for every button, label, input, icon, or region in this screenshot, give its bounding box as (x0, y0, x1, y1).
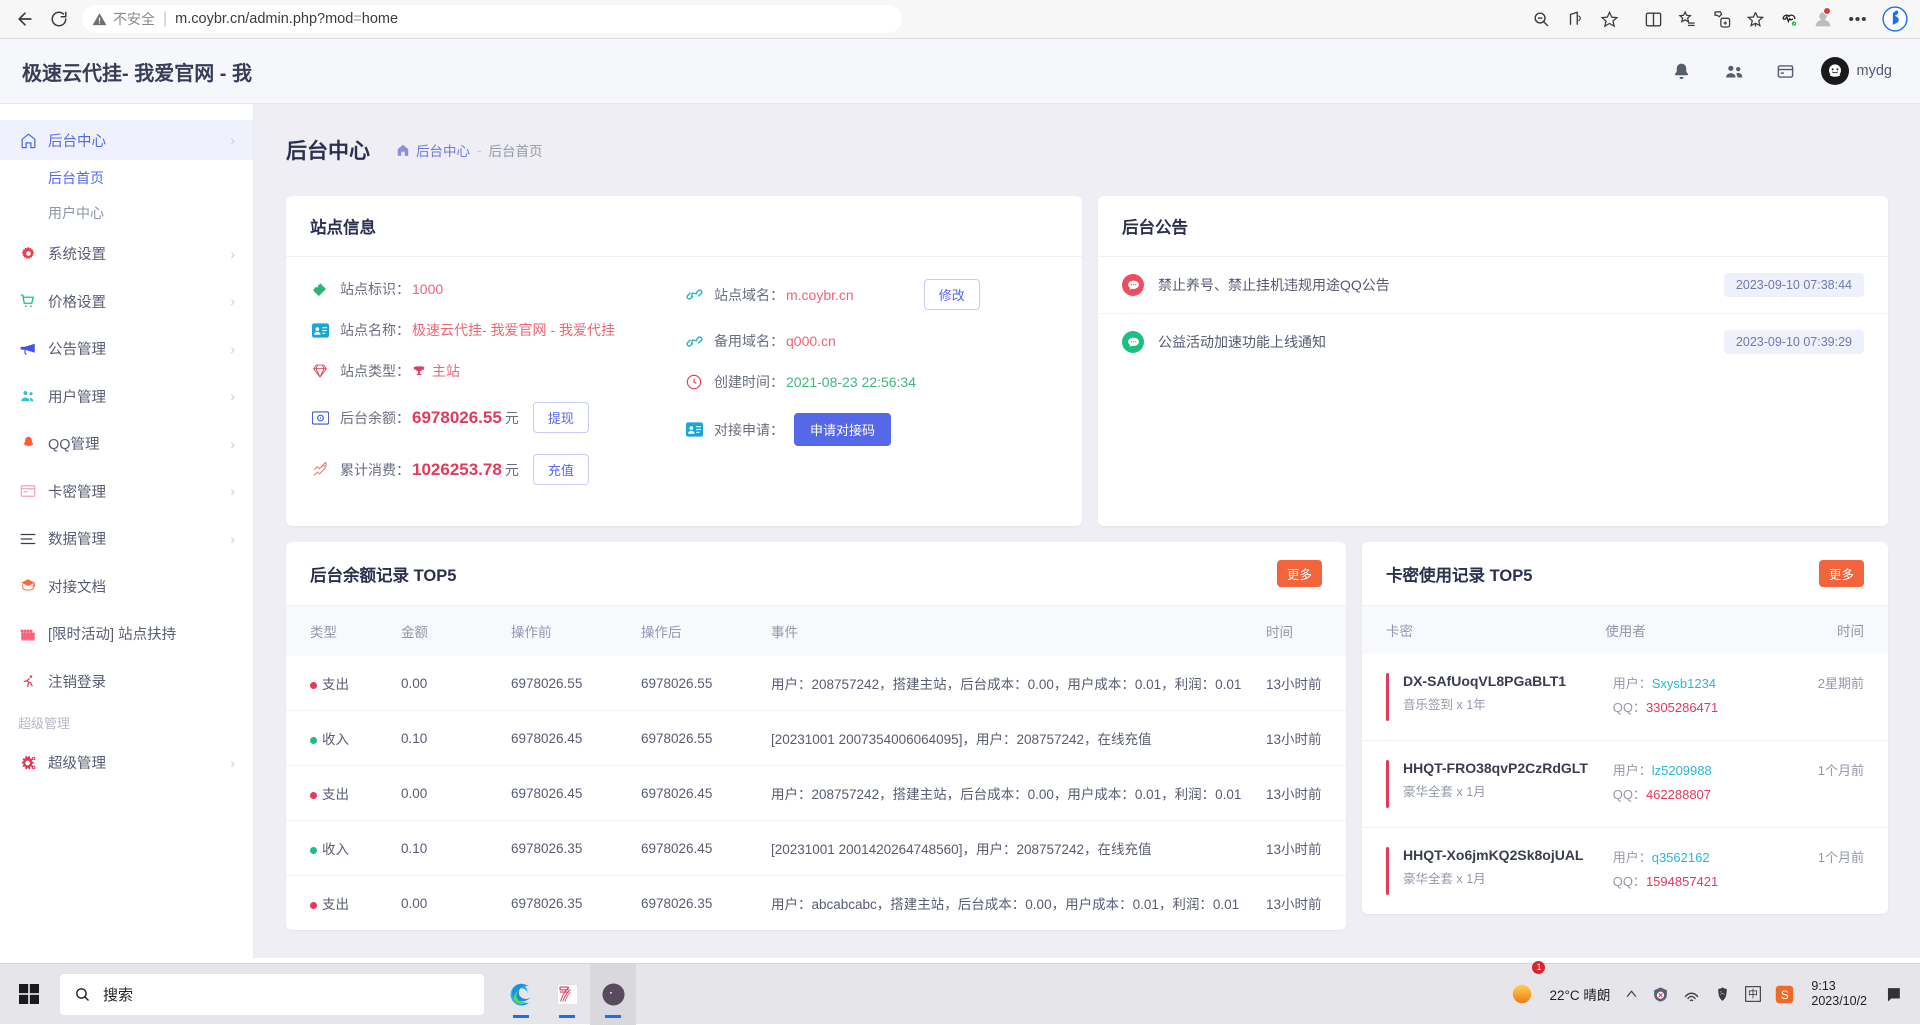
svg-text:S: S (1781, 987, 1789, 1001)
svg-text:中: 中 (1748, 988, 1758, 1001)
